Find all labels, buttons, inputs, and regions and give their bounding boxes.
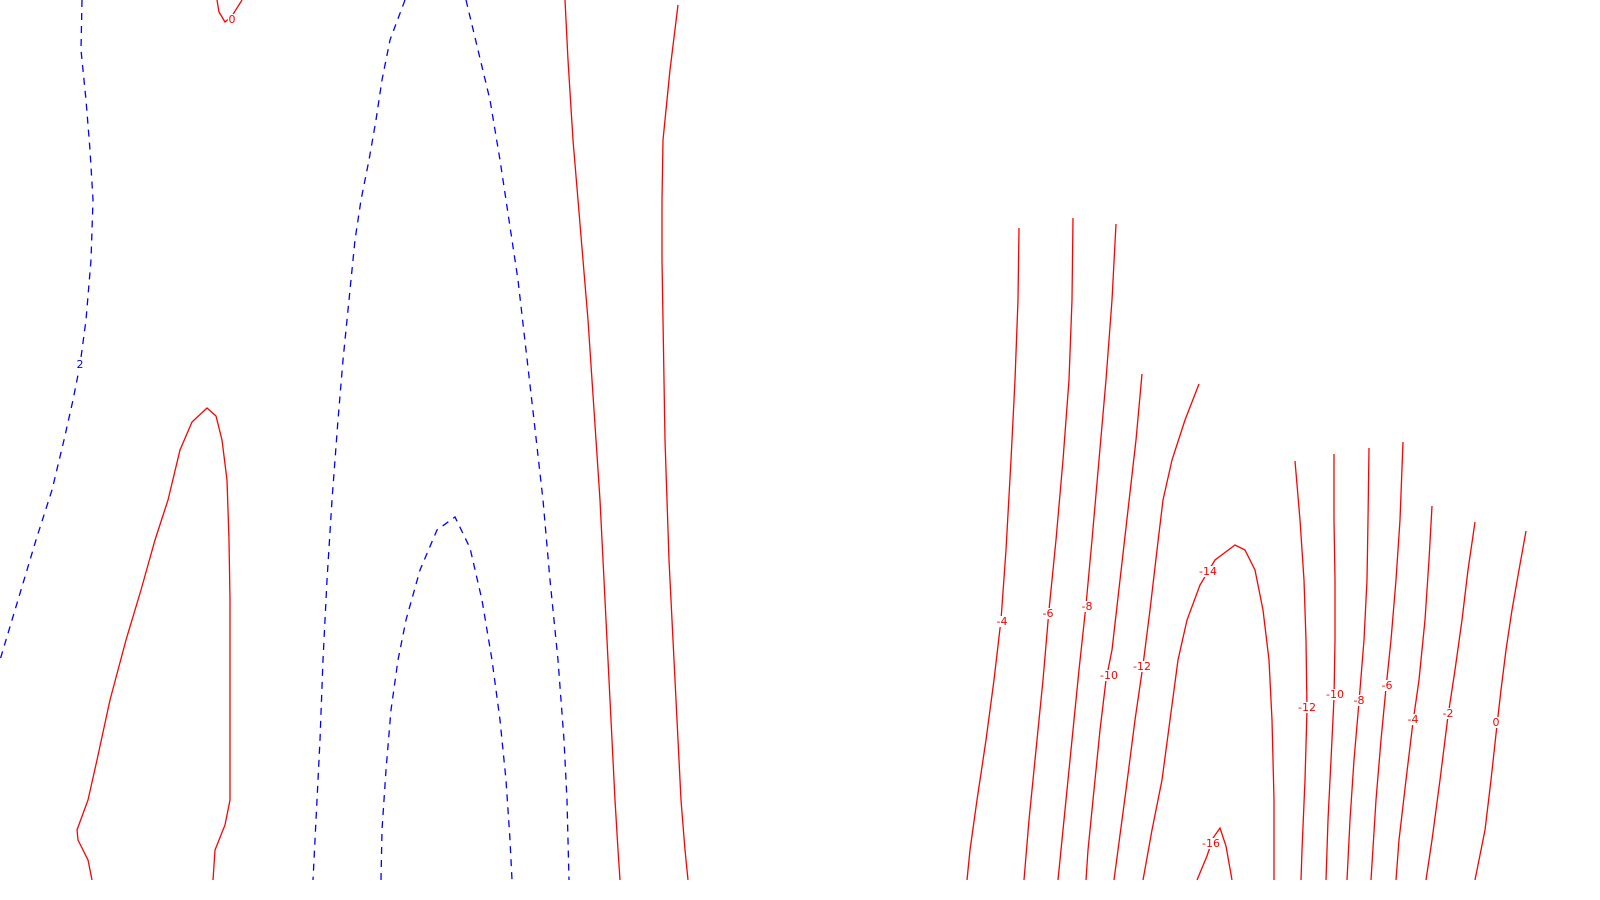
contour-label-bg-level-minus-12-left: [1131, 661, 1153, 672]
contour-label-level-0-right: 0: [1493, 716, 1500, 729]
contour-label-bg-level-minus-16: [1200, 838, 1222, 849]
contour-line-level-minus-6-left: [1023, 217, 1074, 881]
contour-label-bg-level-minus-2-right: [1440, 708, 1456, 719]
contour-label-level-minus-6-left: -6: [1043, 607, 1054, 620]
contour-line-level-minus-4-left: [966, 227, 1020, 881]
contour-line-level-minus-14: [1142, 544, 1275, 881]
contour-label-bg-level-minus-6-right: [1379, 680, 1395, 691]
contour-label-bg-level-minus-12-right: [1296, 702, 1318, 713]
contour-line-level-solid-middle-b: [661, 4, 689, 881]
contour-line-level-0-right: [1474, 530, 1527, 881]
contour-label-level-2-left: 2: [77, 358, 84, 371]
contour-lines: [0, 0, 1527, 881]
contour-label-level-minus-12-left: -12: [1133, 660, 1151, 673]
contour-label-level-minus-2-right: -2: [1443, 707, 1454, 720]
contour-line-level-2-left: [0, 0, 94, 661]
contour-line-level-minus-16: [1196, 826, 1233, 881]
contour-line-level-minus-8-right: [1346, 447, 1370, 881]
contour-label-bg-level-minus-4-right: [1405, 714, 1421, 725]
contour-label-level-minus-10-left: -10: [1100, 669, 1118, 682]
contour-labels: 0 2 -4 -6 -8 -10 -12 -14 -16 -12 -10 -8 -6 -4 -2 0: [75, 13, 1501, 850]
contour-label-bg-level-minus-10-left: [1098, 670, 1120, 681]
contour-label-bg-level-2-left: [75, 359, 85, 370]
contour-line-level-solid-left-loop: [76, 407, 231, 881]
contour-label-bg-level-minus-6-left: [1040, 608, 1056, 619]
contour-label-level-0-top: 0: [229, 13, 236, 26]
contour-line-level-minus-10-left: [1085, 373, 1143, 881]
contour-label-bg-level-0-right: [1491, 717, 1501, 728]
contour-label-bg-level-minus-8-right: [1351, 695, 1367, 706]
contour-label-bg-level-minus-8-left: [1079, 601, 1095, 612]
contour-label-level-minus-6-right: -6: [1382, 679, 1393, 692]
contour-label-level-minus-4-right: -4: [1408, 713, 1419, 726]
contour-label-level-minus-14: -14: [1199, 565, 1217, 578]
contour-line-level-minus-10-right: [1325, 454, 1336, 881]
contour-line-level-solid-middle-a: [564, 0, 621, 881]
contour-line-level-0-top: [216, 0, 243, 23]
contour-line-level-minus-12-right: [1294, 460, 1308, 881]
contour-label-level-minus-10-right: -10: [1326, 688, 1344, 701]
contour-line-level-minus-12-left: [1113, 383, 1200, 881]
contour-line-level-minus-8-left: [1057, 223, 1117, 881]
contour-label-level-minus-12-right: -12: [1298, 701, 1316, 714]
contour-label-level-minus-4-left: -4: [997, 615, 1008, 628]
contour-line-level-minus-2-right: [1425, 521, 1476, 881]
contour-line-level-dashed-center-left: [312, 0, 406, 881]
contour-label-bg-level-minus-14: [1197, 566, 1219, 577]
contour-label-bg-level-minus-10-right: [1324, 689, 1346, 700]
contour-label-level-minus-8-right: -8: [1354, 694, 1365, 707]
contour-line-level-dashed-inner-loop: [380, 516, 513, 881]
contour-line-level-minus-6-right: [1370, 441, 1404, 881]
contour-line-level-minus-4-right: [1395, 505, 1433, 881]
contour-label-level-minus-8-left: -8: [1082, 600, 1093, 613]
contour-label-level-minus-16: -16: [1202, 837, 1220, 850]
contour-line-level-dashed-center-right: [465, 0, 570, 881]
contour-label-bg-level-0-top: [227, 14, 237, 25]
contour-label-bg-level-minus-4-left: [994, 616, 1010, 627]
